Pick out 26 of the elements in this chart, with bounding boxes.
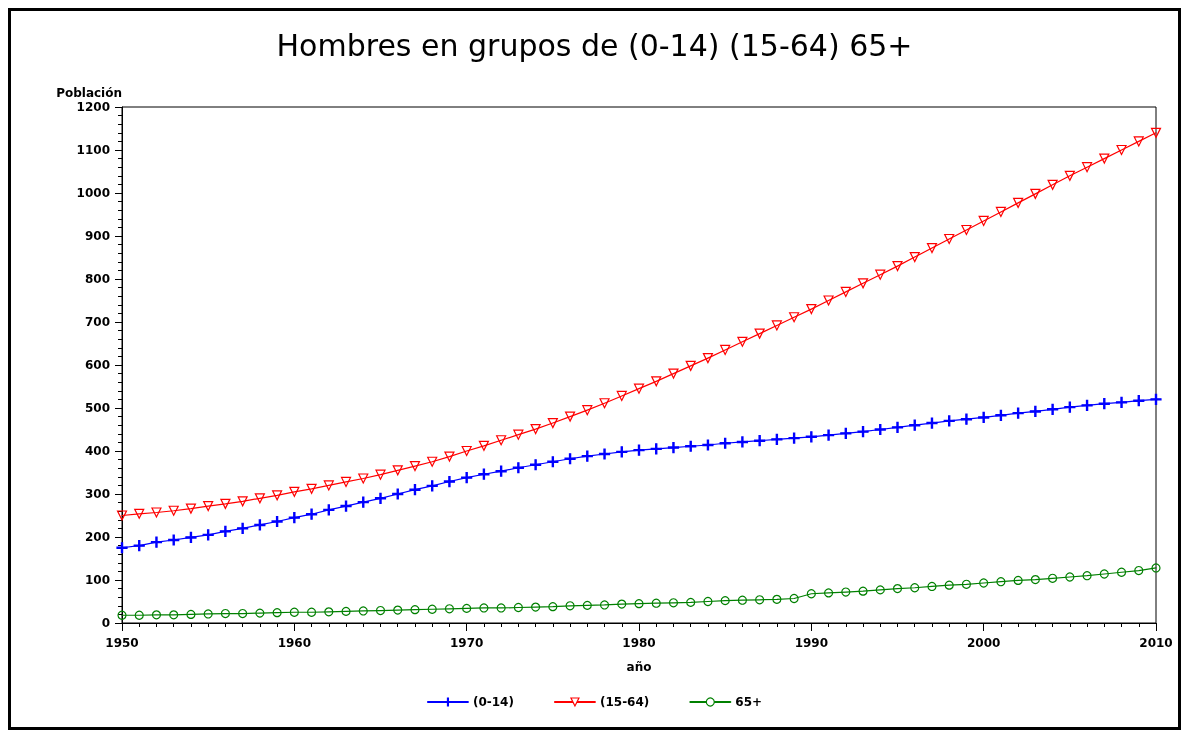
x-tick-label: 1960 [277,636,312,650]
y-tick-label: 900 [84,229,110,243]
x-tick-label: 1950 [105,636,139,650]
x-tick-label: 2010 [1139,636,1173,650]
y-tick-label: 1000 [76,186,110,200]
x-tick-label: 1980 [622,636,656,650]
y-tick-label: 700 [84,315,110,329]
chart-title: Hombres en grupos de (0-14) (15-64) 65+ [276,27,913,63]
y-tick-label: 1100 [76,143,110,157]
y-axis-title: Población [56,86,122,100]
legend-label: (15-64) [599,695,650,709]
y-tick-label: 200 [84,530,110,544]
y-tick-label: 100 [84,573,110,587]
x-tick-label: 2000 [966,636,1001,650]
y-tick-label: 400 [84,444,110,458]
y-tick-label: 500 [84,401,110,415]
y-tick-label: 1200 [76,100,110,114]
y-tick-label: 800 [84,272,110,286]
x-tick-label: 1990 [794,636,829,650]
legend-label: (0-14) [472,695,514,709]
legend-label: 65+ [735,695,763,709]
y-tick-label: 0 [101,616,110,630]
y-tick-label: 300 [84,487,110,501]
y-tick-label: 600 [84,358,110,372]
x-tick-label: 1970 [449,636,484,650]
x-axis-title: año [626,660,652,674]
